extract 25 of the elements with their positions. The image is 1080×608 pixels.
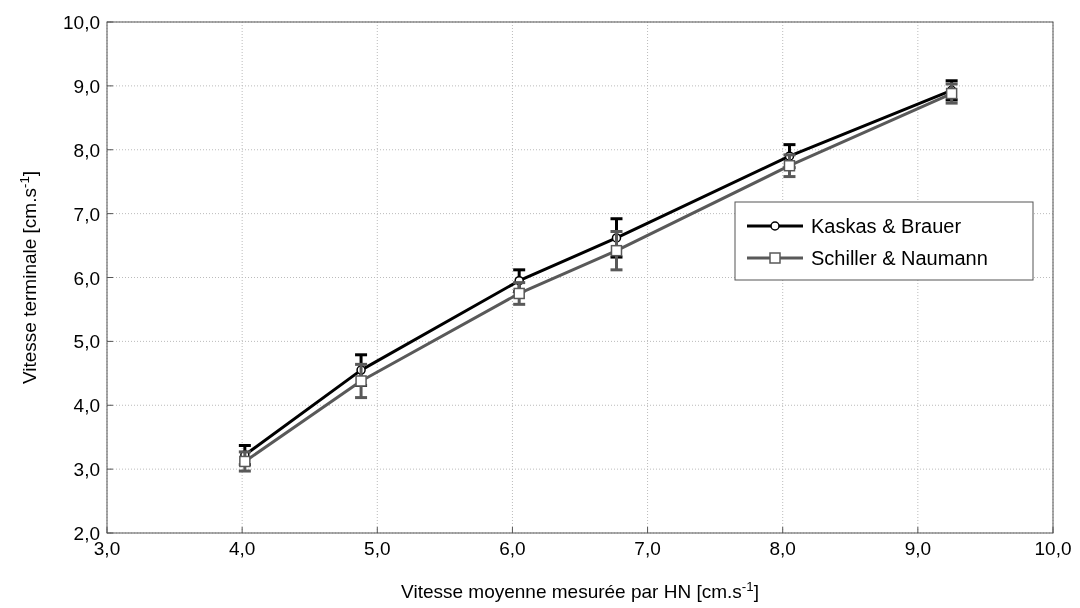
point <box>239 455 251 468</box>
point <box>783 159 796 172</box>
point <box>610 244 623 257</box>
y-tick-label: 5,0 <box>73 331 100 353</box>
x-tick-label: 7,0 <box>634 538 661 559</box>
x-tick-label: 6,0 <box>499 538 526 559</box>
x-tick-label: 5,0 <box>364 538 391 559</box>
y-tick-label: 9,0 <box>73 75 100 97</box>
point <box>945 87 958 100</box>
y-tick-label: 3,0 <box>73 459 100 481</box>
x-tick-label: 10,0 <box>1034 538 1072 559</box>
legend-label: Schiller & Naumann <box>811 247 988 269</box>
x-tick-label: 9,0 <box>904 538 932 559</box>
y-tick-label: 6,0 <box>73 267 100 289</box>
point <box>355 375 367 387</box>
y-tick-label: 10,0 <box>63 12 100 33</box>
x-tick-label: 4,0 <box>228 538 256 559</box>
y-tick-label: 7,0 <box>73 203 100 225</box>
x-axis-title: Vitesse moyenne mesurée par HN [cm.s$^{-1}$] <box>401 578 759 602</box>
y-tick-label: 2,0 <box>73 523 100 544</box>
legend-label: Kaskas & Brauer <box>811 215 962 237</box>
y-tick-label: 4,0 <box>73 395 100 417</box>
point <box>513 287 525 300</box>
y-tick-label: 8,0 <box>73 139 100 161</box>
x-tick-label: 8,0 <box>769 538 796 559</box>
